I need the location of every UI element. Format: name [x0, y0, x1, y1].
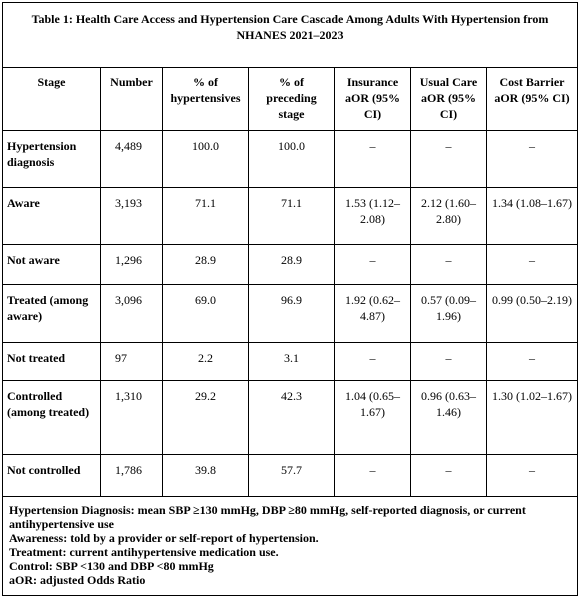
row-stage: Controlled (among treated) — [2, 380, 101, 455]
table-row: Not controlled 1,786 39.8 57.7 – – – — [2, 454, 579, 497]
row-stage: Not controlled — [2, 454, 101, 497]
header-number: Number — [100, 67, 163, 131]
table-row: Treated (among aware) 3,096 69.0 96.9 1.… — [2, 284, 579, 343]
table-row: Not aware 1,296 28.9 28.9 – – – — [2, 244, 579, 285]
header-insurance-aor: Insurance aOR (95% CI) — [334, 67, 411, 131]
note-awareness: Awareness: told by a provider or self-re… — [9, 531, 319, 545]
row-pct-preceding: 71.1 — [248, 187, 335, 245]
row-pct-hypertensives: 71.1 — [162, 187, 249, 245]
header-row: Stage Number % of hypertensives % of pre… — [2, 67, 579, 131]
row-pct-preceding: 3.1 — [248, 342, 335, 381]
table-notes: Hypertension Diagnosis: mean SBP ≥130 mm… — [1, 496, 579, 596]
row-cost-barrier-aor: – — [485, 130, 579, 188]
row-pct-preceding: 42.3 — [248, 380, 335, 455]
row-usual-care-aor: 0.57 (0.09–1.96) — [410, 284, 487, 343]
table-title: Table 1: Health Care Access and Hyperten… — [1, 2, 579, 68]
row-usual-care-aor: – — [410, 454, 487, 497]
row-pct-hypertensives: 2.2 — [162, 342, 249, 381]
row-usual-care-aor: – — [410, 244, 487, 285]
row-pct-preceding: 100.0 — [248, 130, 335, 188]
note-control: Control: SBP <130 and DBP <80 mmHg — [9, 559, 214, 573]
row-cost-barrier-aor: – — [485, 342, 579, 381]
row-stage: Aware — [2, 187, 101, 245]
row-usual-care-aor: – — [410, 342, 487, 381]
row-pct-hypertensives: 69.0 — [162, 284, 249, 343]
row-insurance-aor: – — [334, 244, 411, 285]
note-treatment: Treatment: current antihypertensive medi… — [9, 545, 279, 559]
row-cost-barrier-aor: – — [485, 454, 579, 497]
header-cost-barrier-aor: Cost Barrier aOR (95% CI) — [485, 67, 579, 131]
row-stage: Not aware — [2, 244, 101, 285]
row-number: 1,310 — [100, 380, 163, 455]
row-number: 97 — [100, 342, 163, 381]
row-usual-care-aor: 2.12 (1.60–2.80) — [410, 187, 487, 245]
row-pct-preceding: 57.7 — [248, 454, 335, 497]
row-usual-care-aor: 0.96 (0.63–1.46) — [410, 380, 487, 455]
row-cost-barrier-aor: 0.99 (0.50–2.19) — [485, 284, 579, 343]
note-aor: aOR: adjusted Odds Ratio — [9, 573, 146, 587]
row-number: 1,786 — [100, 454, 163, 497]
header-stage: Stage — [2, 67, 101, 131]
row-insurance-aor: 1.04 (0.65–1.67) — [334, 380, 411, 455]
row-number: 1,296 — [100, 244, 163, 285]
table-row: Controlled (among treated) 1,310 29.2 42… — [2, 380, 579, 455]
row-insurance-aor: – — [334, 342, 411, 381]
row-number: 3,193 — [100, 187, 163, 245]
note-hypertension-diagnosis: Hypertension Diagnosis: mean SBP ≥130 mm… — [9, 503, 526, 531]
table-row: Hypertension diagnosis 4,489 100.0 100.0… — [2, 130, 579, 188]
row-insurance-aor: – — [334, 454, 411, 497]
row-stage: Hypertension diagnosis — [2, 130, 101, 188]
row-insurance-aor: – — [334, 130, 411, 188]
row-pct-hypertensives: 39.8 — [162, 454, 249, 497]
row-pct-hypertensives: 100.0 — [162, 130, 249, 188]
row-stage: Treated (among aware) — [2, 284, 101, 343]
header-pct-preceding: % of preceding stage — [248, 67, 335, 131]
row-cost-barrier-aor: 1.30 (1.02–1.67) — [485, 380, 579, 455]
row-number: 3,096 — [100, 284, 163, 343]
row-stage: Not treated — [2, 342, 101, 381]
row-pct-preceding: 96.9 — [248, 284, 335, 343]
table-row: Aware 3,193 71.1 71.1 1.53 (1.12–2.08) 2… — [2, 187, 579, 245]
row-cost-barrier-aor: – — [485, 244, 579, 285]
row-pct-preceding: 28.9 — [248, 244, 335, 285]
row-number: 4,489 — [100, 130, 163, 188]
header-pct-hypertensives: % of hypertensives — [162, 67, 249, 131]
row-pct-hypertensives: 28.9 — [162, 244, 249, 285]
row-insurance-aor: 1.92 (0.62–4.87) — [334, 284, 411, 343]
row-usual-care-aor: – — [410, 130, 487, 188]
row-pct-hypertensives: 29.2 — [162, 380, 249, 455]
row-cost-barrier-aor: 1.34 (1.08–1.67) — [485, 187, 579, 245]
row-insurance-aor: 1.53 (1.12–2.08) — [334, 187, 411, 245]
table-row: Not treated 97 2.2 3.1 – – – — [2, 342, 579, 381]
header-usual-care-aor: Usual Care aOR (95% CI) — [410, 67, 487, 131]
